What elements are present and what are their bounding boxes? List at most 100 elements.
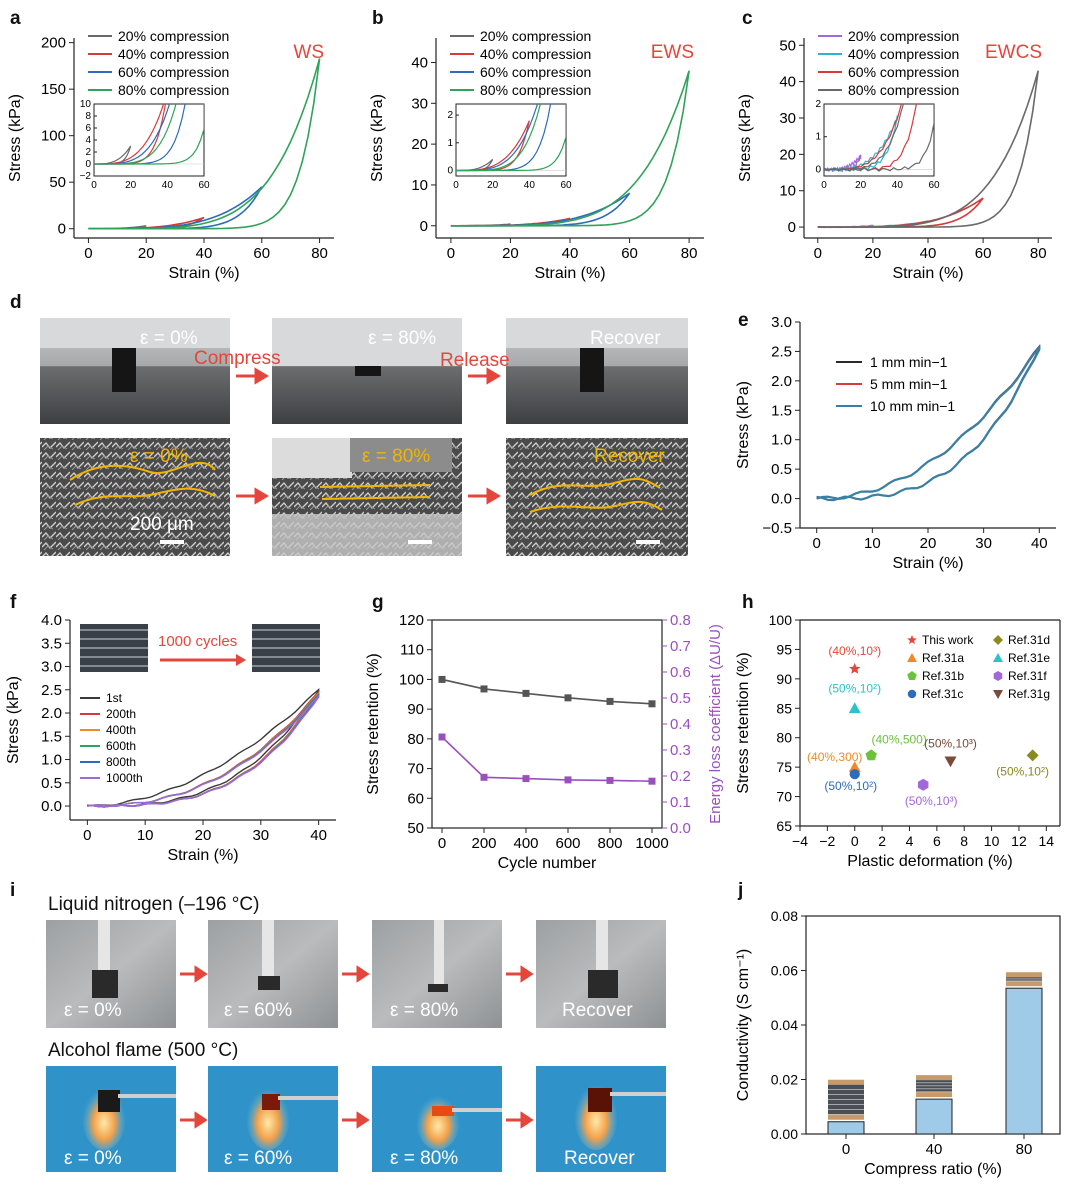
point-label: (40%,300)	[807, 750, 862, 764]
electrode-icon	[828, 1114, 864, 1120]
x-tick-label: −2	[819, 833, 835, 849]
y-tick-label: 30	[779, 110, 796, 127]
point-label: (50%,10³)	[905, 794, 958, 808]
legend-entry: 1000th	[106, 771, 143, 785]
y-tick-label: 30	[411, 95, 428, 112]
diamond-marker	[1026, 749, 1039, 762]
y2-tick-label: 0.1	[670, 794, 691, 811]
energy-loss-point	[606, 776, 614, 784]
x-tick-label: 200	[471, 835, 496, 852]
d-bottom-label-recover: Recover	[594, 446, 665, 467]
electrode-icon	[828, 1079, 864, 1085]
legend-entry: 80% compression	[480, 82, 591, 98]
y-tick-label: 110	[400, 642, 424, 659]
flame-photo-0	[46, 1066, 176, 1172]
triangle-down-marker	[993, 690, 1003, 699]
legend-entry: Ref.31e	[1008, 651, 1050, 665]
electrode-icon	[1006, 981, 1042, 987]
legend-entry: 20% compression	[480, 28, 591, 44]
nitrogen-photo-recover	[536, 920, 666, 1028]
panel-label-e: e	[738, 310, 749, 331]
nitrogen-label-60: ε = 60%	[224, 1000, 292, 1021]
x-tick-label: 0	[438, 835, 446, 852]
x-tick-label: 80	[1016, 1141, 1033, 1158]
series-curve	[88, 186, 263, 230]
inset-y-tick-label: 0	[85, 159, 91, 170]
x-tick-label: 0	[814, 245, 822, 262]
y-tick-label: 65	[776, 818, 792, 834]
y-tick-label: 0.08	[771, 908, 798, 924]
inset-x-tick-label: 0	[453, 180, 459, 191]
inset-y-tick-label: 0	[815, 164, 821, 175]
triangle-down-marker	[944, 756, 957, 768]
x-axis-label: Strain (%)	[892, 265, 963, 282]
diamond-marker	[993, 635, 1003, 645]
i-arrow-icons	[180, 965, 534, 1129]
legend-entry: 80% compression	[848, 82, 959, 98]
y-tick-label: 3.0	[41, 659, 62, 676]
x-tick-label: 0	[84, 245, 92, 262]
panel-label-f: f	[10, 592, 17, 613]
inset-x-tick-label: 40	[892, 180, 904, 191]
bar	[915, 1098, 953, 1135]
legend-entry: 60% compression	[118, 64, 229, 80]
inset-y-tick-label: 6	[85, 123, 91, 134]
panel-label-a: a	[10, 8, 21, 29]
energy-loss-point	[648, 777, 656, 785]
legend-entry: Ref.31g	[1008, 687, 1050, 701]
y-axis-label: Stress (kPa)	[369, 94, 386, 182]
legend-entry: 60% compression	[848, 64, 959, 80]
sample-annotation: EWCS	[985, 42, 1042, 63]
energy-loss-point	[480, 773, 488, 781]
x-tick-label: 20	[502, 245, 519, 262]
y-tick-label: 3.0	[771, 314, 792, 331]
d-top-label-80: ε = 80%	[368, 328, 436, 349]
chart-g: 0 200 400 600 800 1000 50 60 70 80 90 100 110 120 0.0 0…	[365, 612, 724, 872]
y-tick-label: 150	[41, 81, 66, 98]
d-bottom-label-0: ε = 0%	[130, 446, 188, 467]
bar	[1005, 987, 1043, 1135]
y-tick-label: 95	[776, 641, 792, 657]
d-top-label-recover: Recover	[590, 328, 661, 349]
y-tick-label: 0.5	[41, 775, 62, 792]
flame-label-60: ε = 60%	[224, 1148, 292, 1169]
inset-x-tick-label: 40	[162, 180, 174, 191]
stress-retention-point	[522, 689, 530, 697]
y-tick-label: 50	[49, 174, 66, 191]
legend-entry: 10 mm min−1	[870, 398, 955, 414]
inset-x-tick-label: 20	[855, 180, 867, 191]
x-tick-label: 4	[906, 833, 914, 849]
y-tick-label: 1.0	[771, 432, 792, 449]
x-tick-label: 40	[920, 245, 937, 262]
x-tick-label: 80	[311, 245, 328, 262]
legend-entry: 800th	[106, 755, 136, 769]
inset-y-tick-label: 0	[447, 165, 453, 176]
inset-y-tick-label: −2	[80, 171, 92, 182]
triangle-marker	[907, 653, 917, 662]
nitrogen-label-0: ε = 0%	[64, 1000, 122, 1021]
legend-entry: 1st	[106, 691, 123, 705]
energy-loss-line	[441, 736, 653, 782]
x-tick-label: 60	[975, 245, 992, 262]
x-tick-label: 30	[975, 535, 992, 552]
x-tick-label: 60	[253, 245, 270, 262]
y-tick-label: 0.5	[771, 461, 792, 478]
y-axis-label: Stress retention (%)	[365, 653, 382, 794]
x-tick-label: 40	[562, 245, 579, 262]
scale-bar	[160, 540, 184, 544]
panel-label-j: j	[738, 880, 744, 901]
y-tick-label: 0.0	[41, 798, 62, 815]
energy-loss-point	[522, 775, 530, 783]
inset-x-tick-label: 0	[91, 180, 97, 191]
foam-layer-icon	[916, 1080, 952, 1083]
foam-layer-icon	[828, 1109, 864, 1115]
y2-axis-label: Energy loss coefficient (ΔU/U)	[707, 624, 724, 824]
flame-photo-80	[372, 1066, 502, 1172]
legend-entry: 80% compression	[118, 82, 229, 98]
y-tick-label: 40	[411, 54, 428, 71]
electrode-icon	[916, 1092, 952, 1098]
y-tick-label: 0.02	[771, 1072, 798, 1088]
x-axis-label: Compress ratio (%)	[864, 1161, 1002, 1178]
y-tick-label: 50	[407, 820, 424, 837]
